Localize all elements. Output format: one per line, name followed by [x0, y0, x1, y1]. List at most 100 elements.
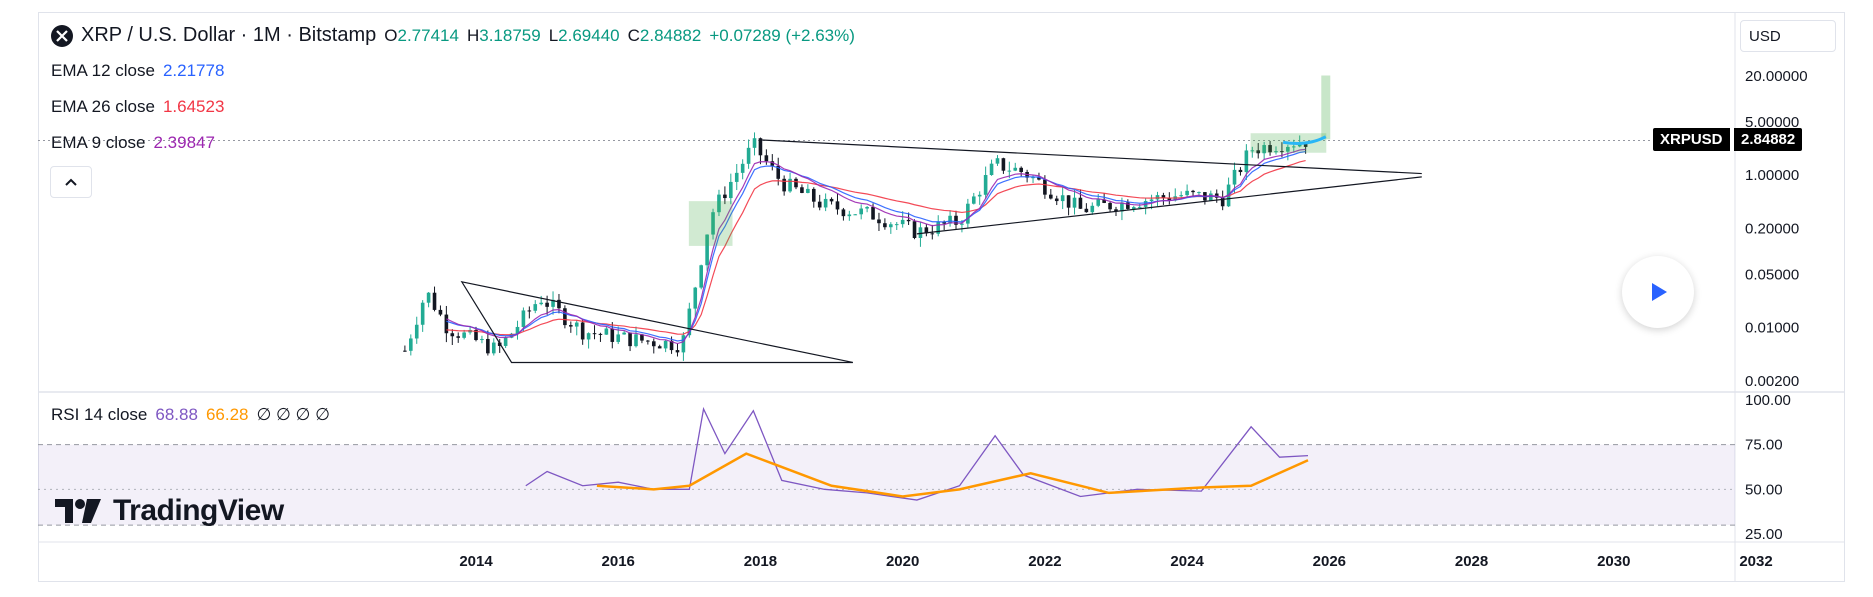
candle-body [865, 206, 869, 209]
candle-body [480, 338, 484, 341]
candle-body [409, 338, 413, 351]
candle-body [1108, 202, 1112, 210]
ohlc-open: O2.77414 [384, 25, 459, 45]
candle-body [1007, 170, 1012, 172]
candle-body [515, 326, 520, 334]
tradingview-logo[interactable]: TradingView [55, 494, 284, 528]
candle-body [883, 223, 887, 228]
candle-body [853, 214, 858, 216]
candle-body [1013, 167, 1018, 171]
candle-body [616, 334, 621, 342]
candle-body [983, 175, 988, 195]
currency-selector[interactable]: USD [1740, 20, 1836, 52]
rsi-tick-label: 25.00 [1745, 526, 1783, 543]
rsi-tick-label: 100.00 [1745, 392, 1791, 409]
candle-body [811, 188, 816, 202]
price-tick-label: 0.00200 [1745, 373, 1799, 390]
candle-body [1078, 197, 1083, 209]
candle-body [764, 155, 769, 162]
candle-body [835, 201, 840, 210]
candle-body [1054, 198, 1059, 202]
candle-body [1179, 195, 1183, 197]
candle-body [1303, 143, 1308, 147]
candle-body [936, 221, 941, 234]
candle-body [557, 299, 561, 309]
candle-body [1060, 195, 1065, 202]
candle-body [1197, 192, 1201, 194]
candle-body [871, 206, 875, 220]
candle-body [829, 198, 834, 202]
candle-body [723, 194, 727, 199]
candle-body [1096, 199, 1101, 206]
ema-26-legend[interactable]: EMA 26 close 1.64523 [51, 97, 224, 117]
candle-body [906, 219, 911, 222]
rsi-legend[interactable]: RSI 14 close 68.88 66.28 ∅ ∅ ∅ ∅ [51, 405, 330, 425]
candle-body [580, 322, 585, 340]
candle-body [1291, 146, 1296, 148]
candle-body [426, 292, 431, 303]
symbol-title[interactable]: XRP / U.S. Dollar · 1M · Bitstamp [81, 24, 377, 46]
candle-body [432, 292, 437, 310]
candle-body [758, 138, 763, 156]
candle-body [971, 196, 976, 204]
candle-body [705, 234, 709, 266]
candle-body [1131, 207, 1136, 209]
candle-body [1262, 145, 1266, 154]
candle-body [711, 212, 715, 235]
candle-body [924, 227, 929, 234]
xrp-logo-icon [51, 24, 73, 47]
candle-body [586, 333, 591, 340]
candle-body [977, 194, 982, 197]
chevron-up-icon [65, 178, 77, 186]
time-tick-label: 2018 [744, 553, 777, 570]
symbol-legend: XRP / U.S. Dollar · 1M · Bitstamp O2.774… [51, 24, 855, 47]
price-change: +0.07289 (+2.63%) [709, 25, 855, 45]
upper-trendline [760, 139, 1422, 175]
time-tick-label: 2016 [602, 553, 635, 570]
last-price-value-tag: 2.84882 [1734, 128, 1803, 151]
candle-body [1043, 179, 1047, 195]
time-tick-label: 2014 [459, 553, 493, 570]
candle-body [1250, 150, 1255, 152]
candle-body [841, 209, 846, 217]
candle-body [1286, 146, 1290, 152]
candle-body [823, 198, 828, 208]
candle-body [1137, 206, 1142, 208]
ema-9-legend[interactable]: EMA 9 close 2.39847 [51, 133, 215, 153]
time-tick-label: 2028 [1455, 553, 1488, 570]
candle-body [942, 221, 946, 224]
candle-body [414, 324, 419, 339]
candle-body [675, 350, 680, 353]
candle-body [1031, 177, 1035, 179]
candle-body [574, 322, 579, 327]
candle-body [794, 178, 798, 188]
candle-body [1102, 199, 1106, 203]
candle-body [1090, 205, 1095, 213]
candle-body [610, 328, 615, 342]
candle-body [533, 304, 538, 311]
candle-body [444, 314, 449, 334]
price-tick-label: 0.01000 [1745, 320, 1799, 337]
price-tick-label: 0.20000 [1745, 221, 1799, 238]
collapse-legend-button[interactable] [50, 166, 92, 198]
tradingview-logo-text: TradingView [113, 494, 284, 527]
ema-12-legend[interactable]: EMA 12 close 2.21778 [51, 61, 224, 81]
candle-body [989, 163, 994, 176]
candle-body [1019, 167, 1023, 173]
candle-body [1049, 194, 1053, 199]
candle-body [669, 340, 674, 351]
rsi-placeholders: ∅ ∅ ∅ ∅ [256, 405, 330, 424]
candle-body [1114, 209, 1118, 212]
candle-body [604, 328, 609, 335]
candle-body [474, 329, 478, 341]
time-tick-label: 2030 [1597, 553, 1630, 570]
replay-button[interactable] [1622, 256, 1694, 328]
candle-body [699, 265, 703, 288]
candle-body [640, 334, 644, 341]
candle-body [960, 223, 964, 225]
candle-body [491, 342, 496, 354]
candle-body [729, 181, 733, 199]
candle-body [687, 308, 692, 336]
rsi-name: RSI 14 close [51, 405, 148, 424]
